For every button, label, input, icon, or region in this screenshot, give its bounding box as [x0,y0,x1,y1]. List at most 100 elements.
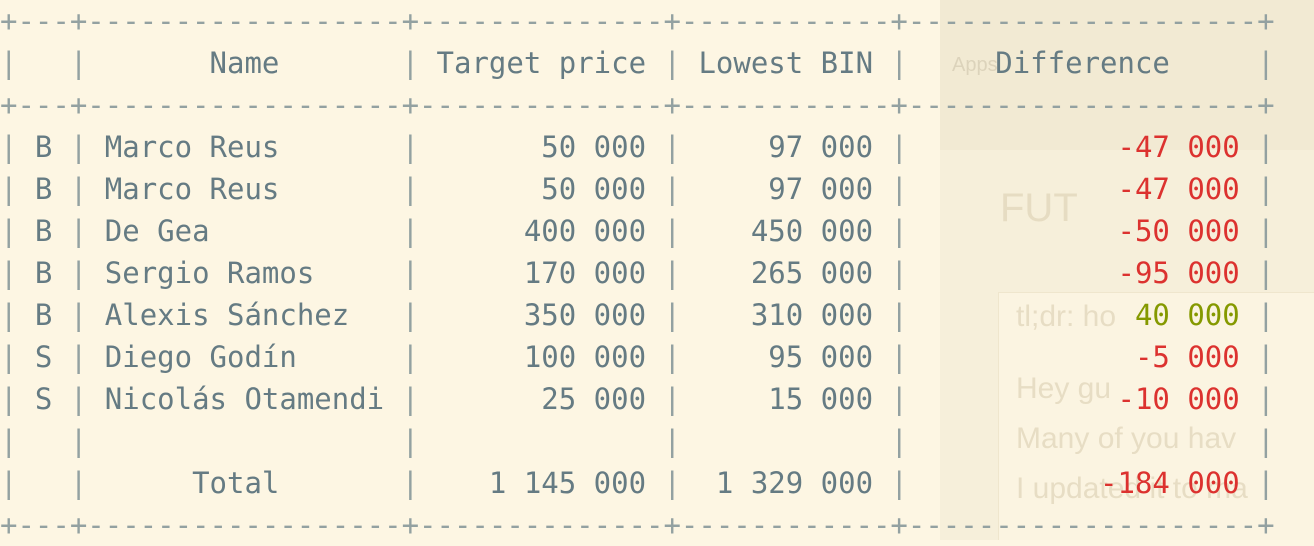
cell-name: Alexis Sánchez [87,298,402,332]
cell-lowest-bin: 15 000 [680,382,891,416]
column-separator: | [1257,46,1275,80]
column-separator: | [663,382,681,416]
cell-difference: -47 000 [907,172,1258,206]
column-separator: | [1257,466,1275,500]
cell-name: Diego Godín [87,340,402,374]
column-separator: | [1257,424,1275,458]
cell-target-price: 400 000 [419,214,664,248]
cell-target-price: 50 000 [419,130,664,164]
column-separator: | [0,382,18,416]
table-border: +---+------------------+--------------+-… [0,0,1275,42]
cell-difference [908,424,1257,458]
column-separator: | [890,298,908,332]
cell-name: Total [87,466,402,500]
column-separator: | [663,424,681,458]
column-separator: | [69,130,88,164]
cell-lowest-bin: 450 000 [680,214,891,248]
column-separator: | [69,424,88,458]
column-separator: | [0,424,18,458]
cell-lowest-bin: 265 000 [680,256,891,290]
table-border: +---+------------------+--------------+-… [0,84,1275,126]
column-separator: | [663,214,681,248]
column-separator: | [1257,298,1275,332]
cell-name: Nicolás Otamendi [87,382,402,416]
column-separator: | [1257,340,1275,374]
column-separator: | [0,214,18,248]
column-separator: | [663,46,681,80]
cell-name: Marco Reus [87,130,402,164]
background-line: Many of you hav [1016,422,1237,455]
header-name: Name [87,46,402,80]
column-separator: | [890,46,908,80]
cell-type: S [17,382,70,416]
cell-lowest-bin: 97 000 [680,130,891,164]
column-separator: | [663,130,681,164]
column-separator: | [401,298,420,332]
column-separator: | [890,466,908,500]
cell-target-price: 50 000 [419,172,664,206]
table-row: | B | De Gea | 400 000 | 450 000 | -50 0… [0,210,1275,252]
column-separator: | [401,256,420,290]
column-separator: | [401,130,420,164]
background-browser-toolbar [940,0,1314,150]
column-separator: | [401,340,420,374]
cell-lowest-bin: 1 329 000 [680,466,891,500]
column-separator: | [401,382,420,416]
cell-target-price: 170 000 [419,256,664,290]
terminal-output: +---+------------------+--------------+-… [0,0,1275,542]
border-line: +---+------------------+--------------+-… [0,4,1275,38]
column-separator: | [401,46,420,80]
column-separator: | [1257,214,1275,248]
cell-type: B [17,172,70,206]
background-logo: FUT [1000,186,1078,230]
table-row: | B | Marco Reus | 50 000 | 97 000 | -47… [0,126,1275,168]
cell-difference: -5 000 [907,340,1258,374]
cell-type [17,424,69,458]
cell-lowest-bin: 97 000 [680,172,891,206]
table-row: | S | Diego Godín | 100 000 | 95 000 | -… [0,336,1275,378]
column-separator: | [69,256,88,290]
column-separator: | [890,172,908,206]
column-separator: | [0,466,18,500]
table-header: | | Name | Target price | Lowest BIN | D… [0,42,1275,84]
cell-lowest-bin: 310 000 [680,298,891,332]
column-separator: | [401,466,420,500]
cell-difference: -50 000 [907,214,1258,248]
cell-type: B [17,214,70,248]
cell-type: B [17,130,70,164]
column-separator: | [69,340,88,374]
column-separator: | [69,46,88,80]
column-separator: | [663,340,681,374]
column-separator: | [1257,382,1275,416]
cell-target-price: 1 145 000 [419,466,664,500]
column-separator: | [1257,256,1275,290]
column-separator: | [0,298,18,332]
background-line: tl;dr: ho [1016,300,1117,333]
header-target-price: Target price [419,46,664,80]
cell-difference: -95 000 [907,256,1258,290]
column-separator: | [663,172,681,206]
column-separator: | [69,466,88,500]
cell-lowest-bin: 95 000 [680,340,891,374]
column-separator: | [69,214,88,248]
cell-difference: -184 000 [907,466,1258,500]
table-row: | B | Marco Reus | 50 000 | 97 000 | -47… [0,168,1275,210]
column-separator: | [0,340,18,374]
column-separator: | [401,172,420,206]
column-separator: | [0,46,18,80]
column-separator: | [69,382,88,416]
cell-target-price [419,424,663,458]
table-row: | B | Sergio Ramos | 170 000 | 265 000 |… [0,252,1275,294]
column-separator: | [890,424,908,458]
column-separator: | [890,256,908,290]
cell-difference: 40 000 [907,298,1258,332]
background-post-card [998,292,1314,540]
column-separator: | [890,130,908,164]
column-separator: | [0,256,18,290]
cell-target-price: 100 000 [419,340,664,374]
cell-name [87,424,401,458]
cell-type: B [17,298,70,332]
border-line: +---+------------------+--------------+-… [0,88,1275,122]
background-line: I updated it to ma [1016,472,1248,505]
table-total-row: | | Total | 1 145 000 | 1 329 000 | -184… [0,462,1275,504]
